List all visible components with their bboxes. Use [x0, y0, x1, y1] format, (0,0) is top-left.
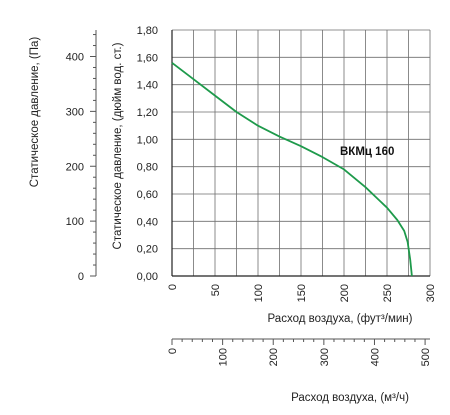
inch-tick-label: 1,60 — [137, 52, 158, 64]
y-axis-title-pa: Статическое давление, (Па) — [29, 37, 41, 188]
pa-tick-label: 300 — [66, 106, 84, 118]
inch-tick-label: 0,00 — [137, 271, 158, 283]
x-primary-tick-label: 0 — [167, 284, 179, 290]
axes — [90, 30, 430, 345]
tick-labels: 0 100 200 300 400 0,00 0,20 0,40 0,60 0,80 1,00 1,2… — [66, 25, 437, 366]
x-secondary-tick-label: 500 — [420, 348, 432, 366]
inch-tick-label: 0,60 — [137, 189, 158, 201]
x-axis-title-primary: Расход воздуха, (фут³/мин) — [268, 313, 413, 325]
x-secondary-tick-label: 100 — [218, 348, 230, 366]
x-axis-title-secondary: Расход воздуха, (м³/ч) — [291, 392, 409, 404]
inch-tick-label: 1,00 — [137, 134, 158, 146]
y-axis-title-inch: Статическое давление, (дюйм вод. ст.) — [112, 42, 124, 249]
x-secondary-tick-label: 0 — [167, 348, 179, 354]
inch-tick-label: 0,40 — [137, 216, 158, 228]
x-primary-tick-label: 150 — [296, 284, 308, 302]
inch-tick-label: 0,80 — [137, 162, 158, 174]
x-secondary-tick-label: 200 — [268, 348, 280, 366]
pa-tick-label: 200 — [66, 161, 84, 173]
x-primary-tick-label: 100 — [253, 284, 265, 302]
pa-tick-label: 400 — [66, 52, 84, 64]
pa-tick-label: 0 — [78, 271, 84, 283]
x-primary-tick-label: 250 — [382, 284, 394, 302]
series-line — [171, 62, 413, 277]
inch-tick-label: 1,20 — [137, 107, 158, 119]
x-primary-tick-label: 50 — [210, 284, 222, 296]
inch-tick-label: 1,80 — [137, 25, 158, 37]
curve — [171, 62, 413, 277]
pa-tick-label: 100 — [66, 216, 84, 228]
inch-tick-label: 1,40 — [137, 80, 158, 92]
x-primary-tick-label: 200 — [339, 284, 351, 302]
x-secondary-tick-label: 400 — [369, 348, 381, 366]
x-primary-tick-label: 300 — [425, 284, 437, 302]
inch-tick-label: 0,20 — [137, 244, 158, 256]
x-secondary-tick-label: 300 — [319, 348, 331, 366]
series-label: ВКМц 160 — [340, 146, 394, 158]
